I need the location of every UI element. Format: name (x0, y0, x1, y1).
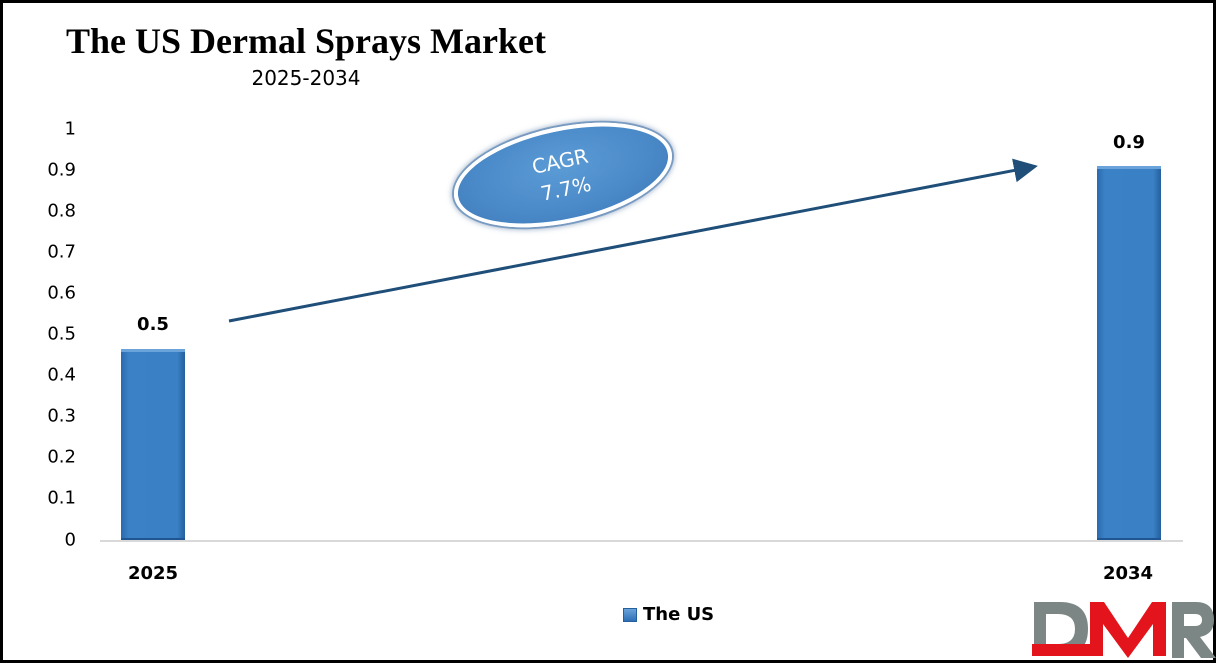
y-tick: 0.3 (47, 405, 76, 427)
y-tick: 0 (64, 529, 76, 551)
x-tick-2025: 2025 (127, 563, 179, 584)
bar-2025 (121, 349, 185, 540)
y-tick: 0.6 (47, 282, 76, 304)
chart-title: The US Dermal Sprays Market (66, 21, 546, 61)
y-tick: 0.4 (47, 364, 76, 386)
y-tick: 0.2 (47, 446, 76, 468)
bar-value-label: 0.9 (1113, 132, 1145, 153)
legend: The US (623, 604, 714, 625)
y-tick: 0.7 (47, 241, 76, 263)
y-tick: 0.9 (47, 159, 76, 181)
legend-swatch-icon (623, 607, 637, 622)
bar-value-label: 0.5 (137, 314, 169, 335)
chart-subtitle: 2025-2034 (251, 66, 361, 90)
x-tick-2034: 2034 (1102, 563, 1154, 584)
y-tick: 1 (64, 118, 76, 140)
y-tick: 0.5 (47, 323, 76, 345)
dmr-logo-icon (1032, 602, 1216, 658)
y-tick: 0.8 (47, 200, 76, 222)
bar-2034 (1097, 166, 1161, 540)
legend-label: The US (643, 604, 715, 625)
x-axis-line (100, 540, 1183, 542)
y-tick: 0.1 (47, 487, 76, 509)
